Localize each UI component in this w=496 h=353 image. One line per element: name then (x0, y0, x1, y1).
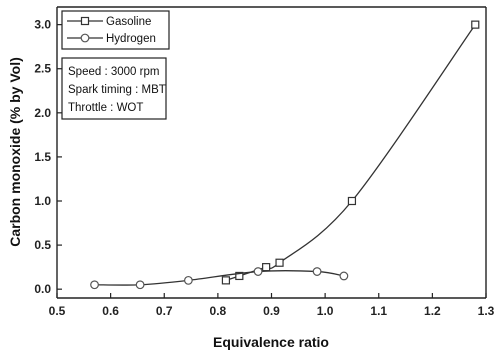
data-point-hydrogen (183, 275, 193, 285)
legend-gasoline-marker (80, 16, 90, 26)
y-tick-label: 1.5 (34, 150, 51, 164)
x-tick-label: 1.2 (424, 304, 441, 318)
x-tick-label: 1.3 (478, 304, 495, 318)
data-point-hydrogen (339, 271, 349, 281)
condition-speed: Speed : 3000 rpm (68, 66, 159, 78)
y-tick-label: 3.0 (34, 18, 51, 32)
conditions-box: Speed : 3000 rpm Spark timing : MBT Thro… (61, 57, 167, 120)
legend-hydrogen-label: Hydrogen (106, 33, 156, 45)
condition-spark-timing: Spark timing : MBT (68, 84, 166, 96)
data-point-hydrogen (312, 267, 322, 276)
y-tick-label: 2.0 (34, 106, 51, 120)
y-tick-label: 0.0 (34, 282, 51, 296)
legend-gasoline-label: Gasoline (106, 16, 151, 28)
data-point-hydrogen (253, 267, 263, 276)
series-hydrogen (90, 267, 349, 290)
data-point-hydrogen (90, 280, 99, 290)
y-ticks: 0.0 0.5 1.0 1.5 2.0 2.5 3.0 (34, 18, 62, 296)
condition-throttle: Throttle : WOT (68, 102, 143, 114)
legend-box (61, 10, 170, 50)
legend: Gasoline Hydrogen (61, 10, 170, 50)
plot-area (56, 6, 487, 299)
conditions-box-frame (61, 57, 167, 120)
series-gasoline-line (225, 24, 476, 281)
x-ticks: 0.5 0.6 0.7 0.8 0.9 1.0 1.1 1.2 1.3 (49, 293, 495, 318)
x-tick-label: 0.8 (210, 304, 227, 318)
x-tick-label: 1.0 (317, 304, 334, 318)
x-tick-label: 0.6 (102, 304, 119, 318)
x-tick-label: 0.5 (49, 304, 66, 318)
y-tick-label: 1.0 (34, 194, 51, 208)
legend-item-gasoline: Gasoline (67, 16, 151, 28)
data-point-gasoline (275, 258, 284, 267)
y-axis-title: Carbon monoxide (% by Vol) (7, 57, 23, 247)
y-tick-label: 0.5 (34, 238, 51, 252)
data-point-hydrogen (135, 280, 145, 290)
y-tick-label: 2.5 (34, 62, 51, 76)
x-tick-label: 1.1 (370, 304, 387, 318)
legend-item-hydrogen: Hydrogen (67, 33, 156, 45)
series-hydrogen-line (94, 270, 345, 286)
x-axis-title: Equivalence ratio (213, 334, 329, 350)
legend-hydrogen-marker (80, 33, 90, 43)
data-point-gasoline (262, 263, 271, 272)
series-layer (90, 20, 480, 290)
x-tick-label: 0.7 (156, 304, 173, 318)
data-point-gasoline (471, 20, 480, 29)
data-point-gasoline (235, 271, 244, 281)
series-gasoline (221, 20, 480, 285)
data-point-gasoline (221, 276, 231, 285)
data-point-gasoline (347, 196, 357, 206)
x-tick-label: 0.9 (263, 304, 280, 318)
